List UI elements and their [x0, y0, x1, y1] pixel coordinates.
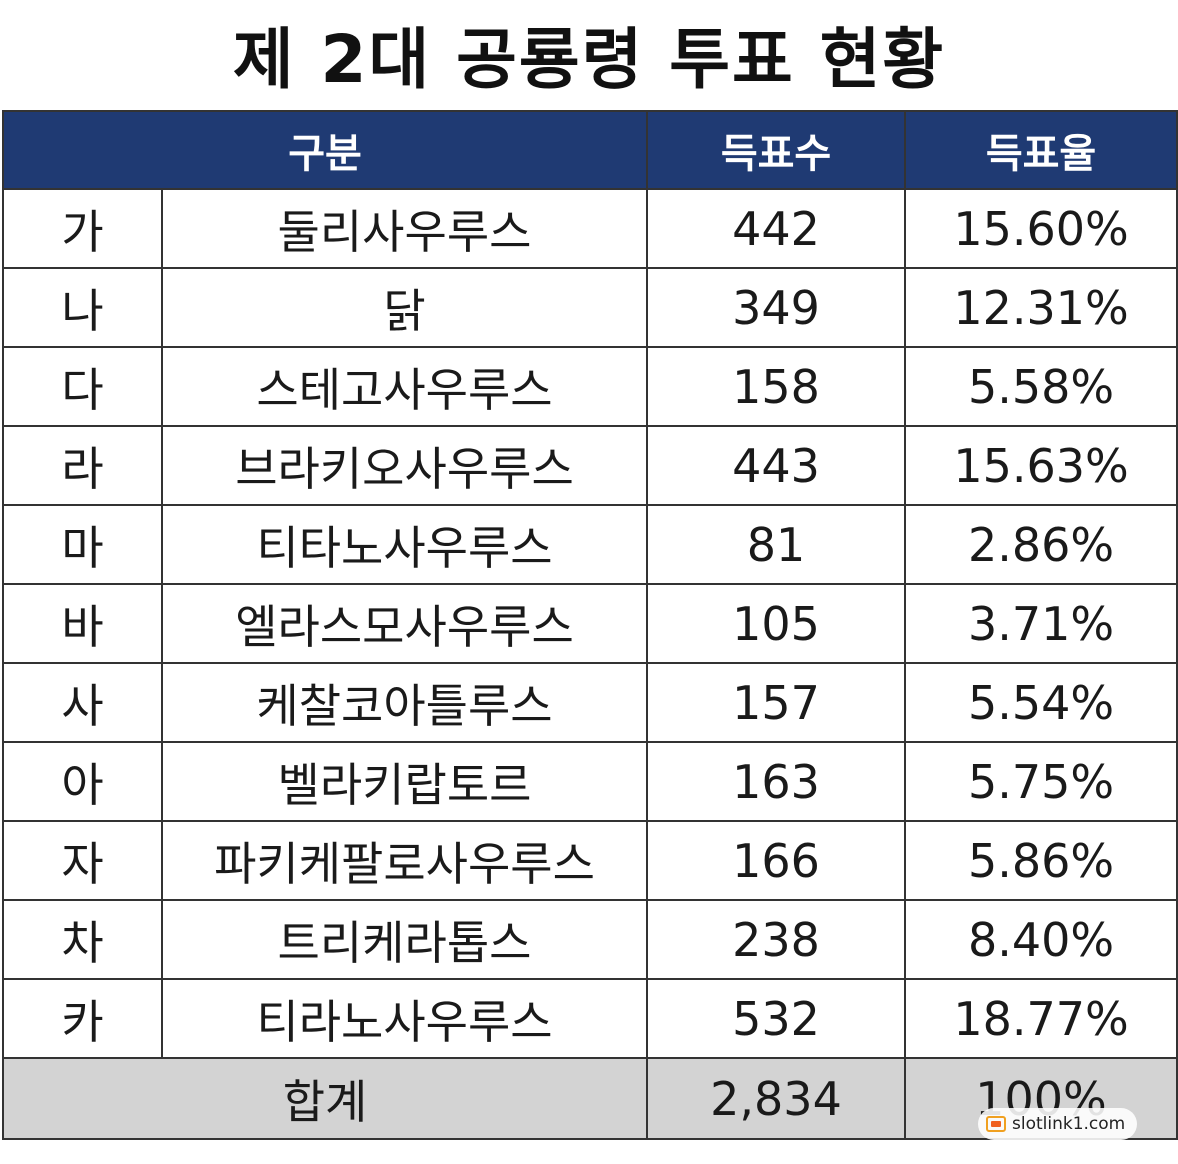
vote-count: 443: [646, 425, 907, 506]
table-row: 차 트리케라톱스 238 8.40%: [2, 899, 1178, 980]
vote-rate: 12.31%: [904, 267, 1178, 348]
table-row: 다 스테고사우루스 158 5.58%: [2, 346, 1178, 427]
vote-table: 구분 득표수 득표율 가 둘리사우루스 442 15.60% 나 닭 349 1…: [1, 110, 1178, 1140]
link-icon: [986, 1116, 1006, 1132]
header-category: 구분: [1, 110, 649, 190]
candidate-name: 파키케팔로사우루스: [160, 820, 649, 901]
table-row: 카 티라노사우루스 532 18.77%: [2, 978, 1178, 1059]
header-votes: 득표수: [646, 110, 907, 190]
row-label: 카: [2, 978, 163, 1059]
table-row: 가 둘리사우루스 442 15.60%: [2, 188, 1178, 269]
vote-rate: 15.60%: [904, 188, 1178, 269]
row-label: 사: [2, 662, 163, 743]
vote-count: 158: [646, 346, 907, 427]
row-label: 나: [2, 267, 163, 348]
vote-count: 238: [646, 899, 907, 980]
watermark-text: slotlink1.com: [1012, 1114, 1126, 1134]
vote-count: 442: [646, 188, 907, 269]
row-label: 라: [2, 425, 163, 506]
vote-count: 81: [646, 504, 907, 585]
vote-rate: 8.40%: [904, 899, 1178, 980]
candidate-name: 엘라스모사우루스: [160, 583, 649, 664]
vote-count: 157: [646, 662, 907, 743]
candidate-name: 닭: [160, 267, 649, 348]
candidate-name: 트리케라톱스: [160, 899, 649, 980]
vote-count: 163: [646, 741, 907, 822]
vote-rate: 2.86%: [904, 504, 1178, 585]
total-label: 합계: [1, 1057, 649, 1140]
vote-rate: 5.86%: [904, 820, 1178, 901]
row-label: 차: [2, 899, 163, 980]
row-label: 바: [2, 583, 163, 664]
total-votes: 2,834: [646, 1057, 907, 1140]
header-rate: 득표율: [904, 110, 1178, 190]
table-row: 라 브라키오사우루스 443 15.63%: [2, 425, 1178, 506]
candidate-name: 티라노사우루스: [160, 978, 649, 1059]
row-label: 자: [2, 820, 163, 901]
table-header-row: 구분 득표수 득표율: [1, 110, 1178, 190]
candidate-name: 브라키오사우루스: [160, 425, 649, 506]
page-title: 제 2대 공룡령 투표 현황: [232, 21, 946, 98]
candidate-name: 둘리사우루스: [160, 188, 649, 269]
vote-rate: 15.63%: [904, 425, 1178, 506]
vote-rate: 18.77%: [904, 978, 1178, 1059]
vote-count: 532: [646, 978, 907, 1059]
vote-rate: 3.71%: [904, 583, 1178, 664]
table-row: 자 파키케팔로사우루스 166 5.86%: [2, 820, 1178, 901]
vote-rate: 5.58%: [904, 346, 1178, 427]
table-row: 바 엘라스모사우루스 105 3.71%: [2, 583, 1178, 664]
table-row: 마 티타노사우루스 81 2.86%: [2, 504, 1178, 585]
table-row: 나 닭 349 12.31%: [2, 267, 1178, 348]
table-row: 사 케찰코아틀루스 157 5.54%: [2, 662, 1178, 743]
vote-count: 349: [646, 267, 907, 348]
row-label: 아: [2, 741, 163, 822]
candidate-name: 티타노사우루스: [160, 504, 649, 585]
vote-rate: 5.54%: [904, 662, 1178, 743]
candidate-name: 스테고사우루스: [160, 346, 649, 427]
row-label: 가: [2, 188, 163, 269]
vote-count: 105: [646, 583, 907, 664]
vote-rate: 5.75%: [904, 741, 1178, 822]
table-row: 아 벨라키랍토르 163 5.75%: [2, 741, 1178, 822]
total-row: 합계 2,834 100%: [1, 1057, 1178, 1140]
vote-count: 166: [646, 820, 907, 901]
row-label: 마: [2, 504, 163, 585]
candidate-name: 케찰코아틀루스: [160, 662, 649, 743]
watermark: slotlink1.com: [978, 1108, 1138, 1140]
row-label: 다: [2, 346, 163, 427]
candidate-name: 벨라키랍토르: [160, 741, 649, 822]
